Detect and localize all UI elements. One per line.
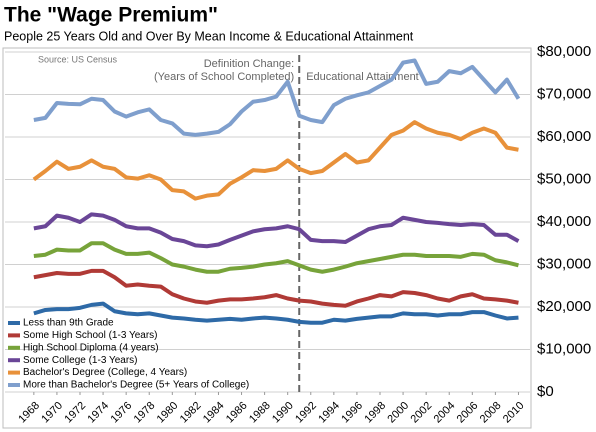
y-tick-label: $10,000 — [537, 340, 591, 357]
y-tick-label: $60,000 — [537, 128, 591, 145]
legend-label: High School Diploma (4 years) — [23, 342, 159, 353]
series-line — [33, 241, 519, 274]
series-line — [33, 58, 521, 137]
series-line — [33, 301, 519, 325]
annotation: Definition Change: — [204, 58, 295, 70]
y-tick-label: $80,000 — [537, 43, 591, 60]
annotation: (Years of School Completed) — [154, 71, 294, 83]
legend-label: Bachelor's Degree (College, 4 Years) — [23, 367, 187, 378]
annotation: Educational Attainment — [306, 71, 419, 83]
y-tick-label: $50,000 — [537, 170, 591, 187]
y-tick-label: $20,000 — [537, 298, 591, 315]
y-tick-label: $30,000 — [537, 255, 591, 272]
chart-title: The "Wage Premium" — [4, 4, 218, 27]
y-tick-label: $0 — [537, 383, 554, 400]
source-note: Source: US Census — [38, 54, 118, 64]
legend-label: Less than 9th Grade — [23, 318, 114, 329]
series-line — [33, 212, 520, 249]
chart-subtitle: People 25 Years Old and Over By Mean Inc… — [4, 29, 414, 43]
series-line — [32, 120, 519, 201]
legend-label: Some College (1-3 Years) — [23, 355, 138, 366]
y-tick-label: $40,000 — [537, 213, 591, 230]
legend-label: More than Bachelor's Degree (5+ Years of… — [23, 380, 249, 391]
plot-frame — [2, 47, 532, 429]
y-tick-label: $70,000 — [537, 85, 591, 102]
legend-label: Some High School (1-3 Years) — [23, 330, 158, 341]
series-line — [33, 268, 519, 308]
